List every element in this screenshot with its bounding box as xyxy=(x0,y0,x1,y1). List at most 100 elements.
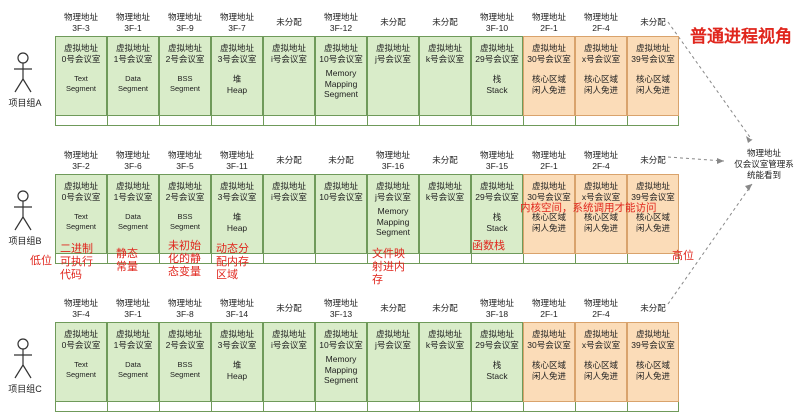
user-region-cell: 虚拟地址 0号会议室 Text Segment xyxy=(55,36,107,116)
segment-label: Memory Mapping Segment xyxy=(375,206,411,237)
physical-address-label: 物理地址 3F-14 xyxy=(219,298,254,319)
virtual-room-label: 虚拟地址 10号会议室 xyxy=(319,181,363,202)
group-label: 项目组C xyxy=(8,384,42,394)
user-region-cell: 虚拟地址 j号会议室 xyxy=(367,322,419,402)
virtual-room-label: 虚拟地址 1号会议室 xyxy=(113,329,153,350)
kernel-region-cell: 虚拟地址 30号会议室 核心区域 闲人免进 xyxy=(523,36,575,116)
physical-address-label: 未分配 xyxy=(432,303,458,313)
segment-label: 堆 Heap xyxy=(226,74,248,95)
annotation-mmap: 文件映 射进内 存 xyxy=(372,248,405,286)
annotation-heap: 动态分 配内存 区域 xyxy=(216,243,249,281)
virtual-room-label: 虚拟地址 i号会议室 xyxy=(271,181,307,202)
physical-address-label: 物理地址 2F-1 xyxy=(531,298,566,319)
segment-label: Data Segment xyxy=(117,212,149,231)
group-label: 项目组B xyxy=(8,236,42,246)
user-region-cell: 虚拟地址 29号会议室栈 Stack xyxy=(471,322,523,402)
physical-address-label: 物理地址 2F-4 xyxy=(583,12,618,33)
physical-address-label: 物理地址 3F-6 xyxy=(115,150,150,171)
user-region-cell: 虚拟地址 1号会议室 Data Segment xyxy=(107,322,159,402)
segment-label: 堆 Heap xyxy=(226,360,248,381)
segment-label: 栈 Stack xyxy=(486,360,508,381)
segment-label: 核心区域 闲人免进 xyxy=(531,74,566,95)
physical-address-label: 物理地址 3F-11 xyxy=(219,150,254,171)
physical-address-label: 未分配 xyxy=(640,155,666,165)
physical-address-label: 物理地址 3F-16 xyxy=(375,150,410,171)
connector-line-a xyxy=(667,21,753,141)
group-label: 项目组A xyxy=(8,98,42,108)
user-region-cell: 虚拟地址 i号会议室 xyxy=(263,322,315,402)
user-region-cell: 虚拟地址 2号会议室 BSS Segment xyxy=(159,322,211,402)
annotation-kernel: 内核空间，系统调用才能访问 xyxy=(520,202,657,214)
virtual-room-label: 虚拟地址 3号会议室 xyxy=(217,329,257,350)
user-region-cell: 虚拟地址 k号会议室 xyxy=(419,322,471,402)
physical-address-label: 物理地址 3F-1 xyxy=(115,298,150,319)
user-region-cell: 虚拟地址 i号会议室 xyxy=(263,174,315,254)
virtual-room-label: 虚拟地址 k号会议室 xyxy=(425,329,465,350)
user-region-cell: 虚拟地址 10号会议室 Memory Mapping Segment xyxy=(315,322,367,402)
segment-label: 核心区域 闲人免进 xyxy=(531,360,566,381)
physical-address-label: 物理地址 3F-13 xyxy=(323,298,358,319)
virtual-room-label: 虚拟地址 x号会议室 xyxy=(581,329,621,350)
physical-address-label: 物理地址 3F-18 xyxy=(479,298,514,319)
virtual-room-label: 虚拟地址 39号会议室 xyxy=(631,181,675,202)
person-icon xyxy=(12,190,34,237)
virtual-room-label: 虚拟地址 0号会议室 xyxy=(61,329,101,350)
user-region-cell: 虚拟地址 0号会议室 Text Segment xyxy=(55,322,107,402)
kernel-region-cell: 虚拟地址 39号会议室 核心区域 闲人免进 xyxy=(627,36,679,116)
virtual-room-label: 虚拟地址 39号会议室 xyxy=(631,329,675,350)
segment-label: 栈 Stack xyxy=(486,212,508,233)
segment-label: 核心区域 闲人免进 xyxy=(635,360,670,381)
virtual-room-label: 虚拟地址 0号会议室 xyxy=(61,181,101,202)
user-region-cell: 虚拟地址 2号会议室 BSS Segment xyxy=(159,36,211,116)
virtual-room-label: 虚拟地址 k号会议室 xyxy=(425,43,465,64)
virtual-room-label: 虚拟地址 j号会议室 xyxy=(375,329,411,350)
physical-address-label: 物理地址 3F-8 xyxy=(167,298,202,319)
virtual-room-label: 虚拟地址 2号会议室 xyxy=(165,329,205,350)
physical-address-label: 未分配 xyxy=(640,303,666,313)
virtual-room-label: 虚拟地址 29号会议室 xyxy=(475,43,519,64)
arrow-head-a xyxy=(746,136,752,143)
physical-address-label: 物理地址 3F-4 xyxy=(63,298,98,319)
user-region-cell: 虚拟地址 29号会议室栈 Stack xyxy=(471,174,523,254)
connector-line-c xyxy=(667,183,753,305)
person-icon xyxy=(12,52,34,99)
physical-address-label: 物理地址 3F-3 xyxy=(63,12,98,33)
physical-address-label: 未分配 xyxy=(380,17,406,27)
physical-address-label: 未分配 xyxy=(432,17,458,27)
virtual-room-label: 虚拟地址 j号会议室 xyxy=(375,43,411,64)
kernel-region-cell: 虚拟地址 x号会议室 核心区域 闲人免进 xyxy=(575,174,627,254)
physical-address-label: 未分配 xyxy=(640,17,666,27)
virtual-room-label: 虚拟地址 30号会议室 xyxy=(527,329,571,350)
physical-address-label: 物理地址 3F-12 xyxy=(323,12,358,33)
virtual-room-label: 虚拟地址 x号会议室 xyxy=(581,43,621,64)
segment-label: Memory Mapping Segment xyxy=(323,68,359,99)
virtual-room-label: 虚拟地址 1号会议室 xyxy=(113,181,153,202)
virtual-room-label: 虚拟地址 29号会议室 xyxy=(475,181,519,202)
virtual-room-label: 虚拟地址 3号会议室 xyxy=(217,43,257,64)
segment-label: 核心区域 闲人免进 xyxy=(583,360,618,381)
physical-address-label: 未分配 xyxy=(276,303,302,313)
user-region-cell: 虚拟地址 k号会议室 xyxy=(419,36,471,116)
physical-address-label: 未分配 xyxy=(276,155,302,165)
annotation-data-segment: 静态 常量 xyxy=(116,248,138,273)
physical-address-label: 物理地址 2F-1 xyxy=(531,12,566,33)
user-region-cell: 虚拟地址 1号会议室 Data Segment xyxy=(107,174,159,254)
segment-label: 核心区域 闲人免进 xyxy=(635,74,670,95)
segment-label: Data Segment xyxy=(117,360,149,379)
physical-address-label: 未分配 xyxy=(432,155,458,165)
kernel-region-cell: 虚拟地址 30号会议室 核心区域 闲人免进 xyxy=(523,174,575,254)
manager-note: 物理地址 仅会议室管理系 统能看到 xyxy=(734,148,794,180)
user-region-cell: 虚拟地址 i号会议室 xyxy=(263,36,315,116)
segment-label: Text Segment xyxy=(65,212,97,231)
arrow-head-b xyxy=(717,158,724,164)
physical-address-label: 物理地址 2F-4 xyxy=(583,150,618,171)
segment-label: Text Segment xyxy=(65,360,97,379)
segment-label: Text Segment xyxy=(65,74,97,93)
annotation-text-segment: 二进制 可执行 代码 xyxy=(60,243,93,281)
virtual-room-label: 虚拟地址 39号会议室 xyxy=(631,43,675,64)
segment-label: BSS Segment xyxy=(169,74,201,93)
annotation-bss-segment: 未初始 化的静 态变量 xyxy=(168,240,201,278)
physical-address-label: 物理地址 2F-4 xyxy=(583,298,618,319)
user-region-cell: 虚拟地址 2号会议室 BSS Segment xyxy=(159,174,211,254)
